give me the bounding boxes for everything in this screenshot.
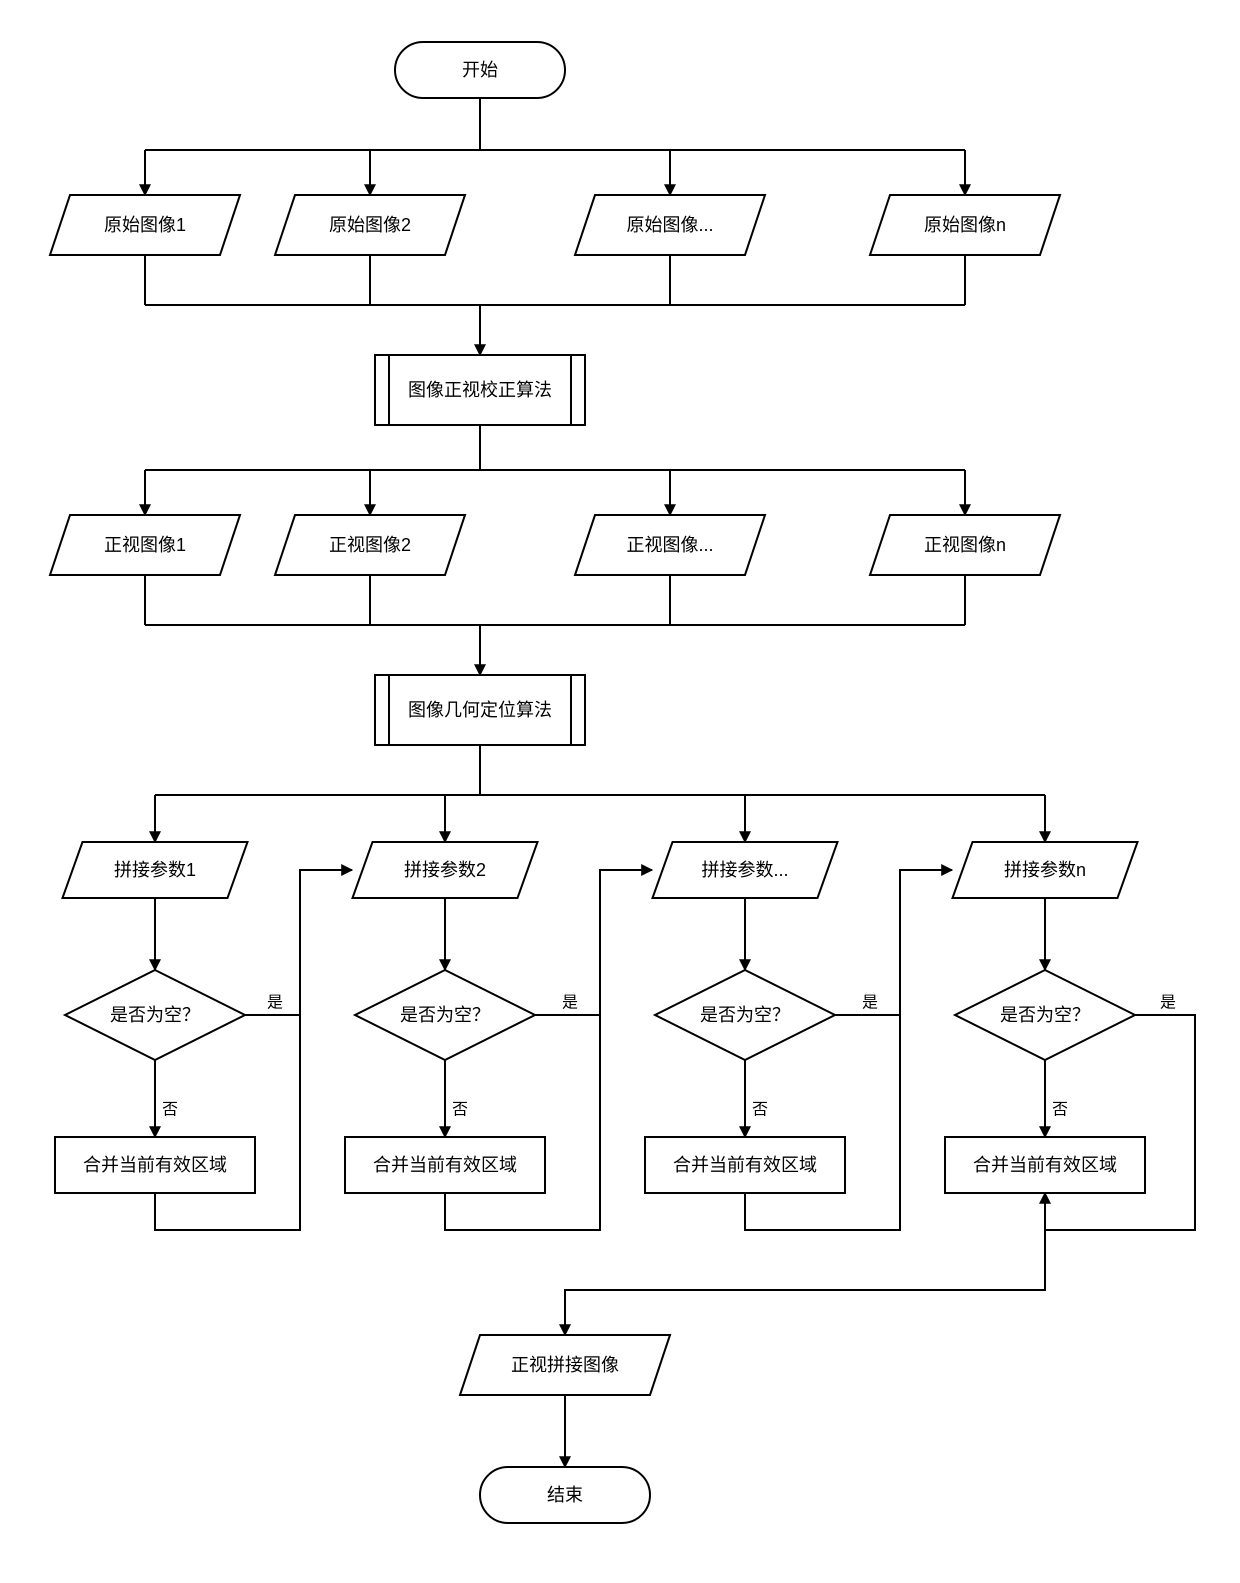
node-raw1: 原始图像1 xyxy=(50,195,240,255)
node-label: 正视拼接图像 xyxy=(511,1355,619,1375)
edge-label: 否 xyxy=(1052,1102,1068,1119)
edges-layer: 否 否 否 否 是 是 是 是 xyxy=(145,98,1195,1467)
node-label: 正视图像n xyxy=(924,535,1006,555)
node-param2: 拼接参数2 xyxy=(353,842,538,898)
node-merge4: 合并当前有效区域 xyxy=(945,1137,1145,1193)
node-label: 拼接参数... xyxy=(701,860,788,880)
node-label: 是否为空？ xyxy=(1000,1005,1090,1025)
node-label: 正视图像2 xyxy=(329,535,411,555)
node-raw4: 原始图像n xyxy=(870,195,1060,255)
node-raw3: 原始图像... xyxy=(575,195,765,255)
node-dec3: 是否为空？ xyxy=(655,970,835,1060)
flow-edge xyxy=(245,870,352,1015)
node-proc1: 图像正视校正算法 xyxy=(375,355,585,425)
node-label: 原始图像... xyxy=(626,215,713,235)
node-label: 开始 xyxy=(462,60,498,80)
node-label: 合并当前有效区域 xyxy=(673,1155,817,1175)
node-label: 是否为空？ xyxy=(400,1005,490,1025)
node-start: 开始 xyxy=(395,42,565,98)
node-merge2: 合并当前有效区域 xyxy=(345,1137,545,1193)
flow-edge xyxy=(565,1230,1045,1335)
node-label: 拼接参数1 xyxy=(114,860,196,880)
node-param1: 拼接参数1 xyxy=(63,842,248,898)
edge-label: 否 xyxy=(752,1102,768,1119)
edge-label: 是 xyxy=(562,995,578,1012)
node-merge1: 合并当前有效区域 xyxy=(55,1137,255,1193)
node-label: 正视图像1 xyxy=(104,535,186,555)
flow-edge xyxy=(535,870,652,1015)
node-label: 拼接参数2 xyxy=(404,860,486,880)
node-label: 是否为空？ xyxy=(700,1005,790,1025)
node-label: 正视图像... xyxy=(626,535,713,555)
node-rect4: 正视图像n xyxy=(870,515,1060,575)
edge-label: 是 xyxy=(1160,995,1176,1012)
node-label: 是否为空？ xyxy=(110,1005,200,1025)
node-label: 图像几何定位算法 xyxy=(408,700,552,720)
node-raw2: 原始图像2 xyxy=(275,195,465,255)
nodes-layer: 开始原始图像1 原始图像2 原始图像... 原始图像n 图像正视校正算法正视图像1 正视图… xyxy=(50,42,1145,1523)
node-label: 合并当前有效区域 xyxy=(373,1155,517,1175)
flowchart-canvas: 否 否 否 否 是 是 是 是 开始原始图像1 原始图像2 原始图像... 原始图像n 图像正视校正算法… xyxy=(0,0,1240,1583)
node-dec2: 是否为空？ xyxy=(355,970,535,1060)
node-label: 拼接参数n xyxy=(1004,860,1086,880)
node-label: 原始图像2 xyxy=(329,215,411,235)
node-dec4: 是否为空？ xyxy=(955,970,1135,1060)
node-label: 原始图像1 xyxy=(104,215,186,235)
node-rect2: 正视图像2 xyxy=(275,515,465,575)
node-merge3: 合并当前有效区域 xyxy=(645,1137,845,1193)
edge-label: 是 xyxy=(862,995,878,1012)
node-proc2: 图像几何定位算法 xyxy=(375,675,585,745)
node-label: 合并当前有效区域 xyxy=(973,1155,1117,1175)
edge-label: 是 xyxy=(267,995,283,1012)
node-label: 合并当前有效区域 xyxy=(83,1155,227,1175)
edge-label: 否 xyxy=(452,1102,468,1119)
node-param3: 拼接参数... xyxy=(653,842,838,898)
node-label: 原始图像n xyxy=(924,215,1006,235)
node-out: 正视拼接图像 xyxy=(460,1335,670,1395)
node-rect3: 正视图像... xyxy=(575,515,765,575)
flow-edge xyxy=(835,870,952,1015)
node-param4: 拼接参数n xyxy=(953,842,1138,898)
node-end: 结束 xyxy=(480,1467,650,1523)
node-rect1: 正视图像1 xyxy=(50,515,240,575)
edge-label: 否 xyxy=(162,1102,178,1119)
node-label: 图像正视校正算法 xyxy=(408,380,552,400)
node-dec1: 是否为空？ xyxy=(65,970,245,1060)
node-label: 结束 xyxy=(547,1485,583,1505)
